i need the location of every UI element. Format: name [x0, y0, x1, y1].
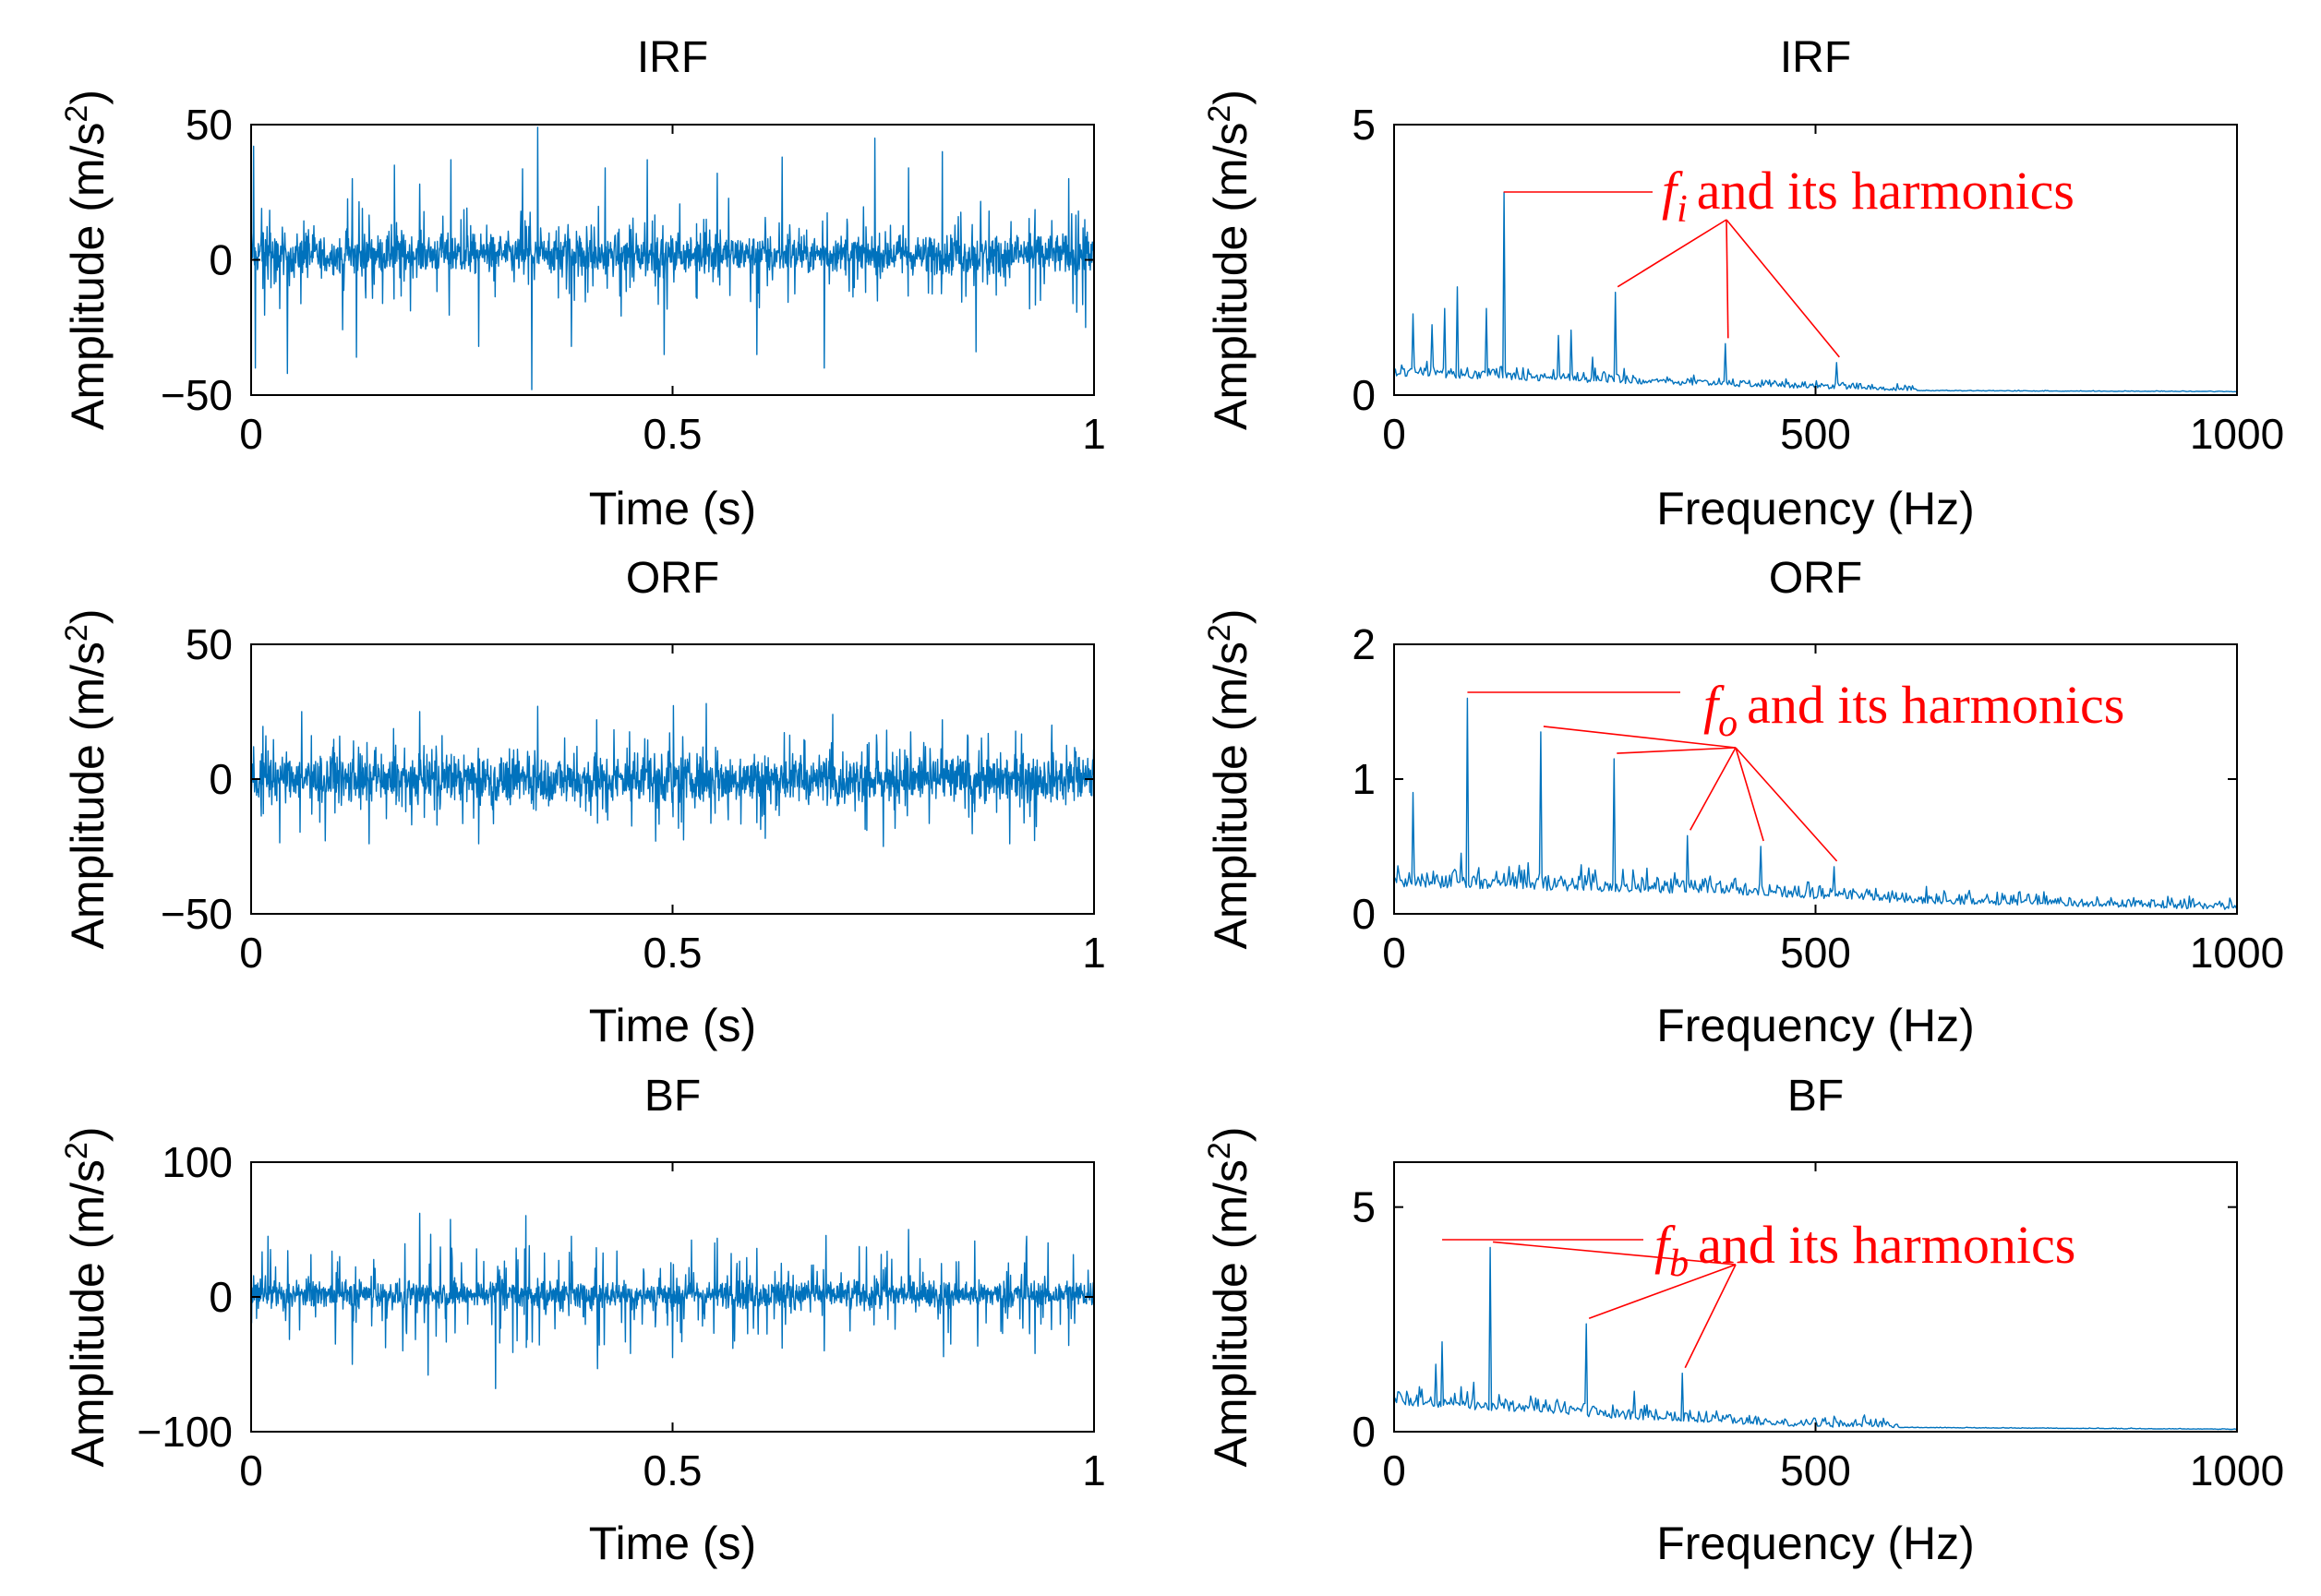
subplot-title: BF	[1787, 1072, 1844, 1121]
x-tick-label: 0	[1382, 410, 1406, 458]
y-tick-label: 100	[162, 1138, 233, 1186]
annotation-leader-line	[1588, 1264, 1737, 1319]
annotation-leader-line	[1726, 219, 1840, 358]
x-tick-label: 1	[1082, 410, 1106, 458]
y-tick-label: 0	[1352, 371, 1376, 419]
x-tick-label: 1000	[2190, 1446, 2284, 1494]
annotation-leader-line	[1684, 1264, 1737, 1369]
x-tick-label: 1	[1082, 1446, 1106, 1494]
annotation-leader-line	[1617, 747, 1737, 754]
x-tick-label: 0	[239, 929, 263, 977]
y-tick-label: 5	[1352, 101, 1376, 149]
harmonics-annotation: fb and its harmonics	[1442, 1215, 2075, 1369]
y-tick-label: 0	[1352, 890, 1376, 938]
y-axis-label: Amplitude (m/s2)	[1202, 1126, 1257, 1467]
x-axis-label: Time (s)	[589, 483, 756, 534]
annotation-leader-line	[1617, 219, 1727, 288]
signal-trace	[250, 126, 1095, 390]
subplot-irf-freq: 0 500 1000 0 5 IRF Frequency (Hz) Amplitude (m/…	[1202, 33, 2284, 534]
x-axis-label: Frequency (Hz)	[1656, 483, 1975, 534]
y-tick-label: 1	[1352, 755, 1376, 803]
signal-trace	[1393, 697, 2239, 910]
y-tick-label: −50	[161, 371, 233, 419]
annotation-leader-line	[1735, 747, 1838, 862]
harmonics-annotation: fo and its harmonics	[1467, 675, 2124, 862]
harmonics-annotation: fi and its harmonics	[1503, 161, 2074, 358]
x-axis-label: Time (s)	[589, 1518, 756, 1569]
x-tick-label: 1000	[2190, 410, 2284, 458]
x-tick-label: 1	[1082, 929, 1106, 977]
subplot-orf-freq: 0 500 1000 0 1 2 ORF Frequency (Hz) Amplitude (m…	[1202, 554, 2284, 1051]
x-tick-label: 0.5	[643, 1446, 703, 1494]
y-tick-label: 0	[209, 236, 233, 284]
annotation-leader-line	[1690, 747, 1737, 831]
x-tick-label: 1000	[2190, 929, 2284, 977]
y-axis-label: Amplitude (m/s2)	[59, 608, 114, 949]
y-tick-label: 50	[186, 620, 233, 668]
y-axis-label: Amplitude (m/s2)	[1202, 608, 1257, 949]
y-tick-label: −100	[137, 1408, 233, 1456]
x-tick-label: 0	[1382, 1446, 1406, 1494]
subplot-title: IRF	[637, 33, 708, 82]
x-tick-label: 0	[1382, 929, 1406, 977]
annotation-leader-line	[1726, 219, 1729, 339]
x-tick-label: 0.5	[643, 929, 703, 977]
signal-trace	[1393, 191, 2238, 393]
x-tick-label: 0	[239, 410, 263, 458]
subplot-title: ORF	[626, 554, 719, 603]
annotation-label: fo and its harmonics	[1703, 675, 2124, 745]
subplot-title: BF	[644, 1072, 701, 1121]
subplot-bf-freq: 0 500 1000 0 5 BF Frequency (Hz) Amplitude (m/s…	[1202, 1072, 2284, 1569]
y-tick-label: 2	[1352, 620, 1376, 668]
y-axis-label: Amplitude (m/s2)	[59, 1126, 114, 1467]
y-tick-label: −50	[161, 890, 233, 938]
subplot-title: IRF	[1780, 33, 1851, 82]
x-tick-label: 0.5	[643, 410, 703, 458]
y-tick-label: 50	[186, 101, 233, 149]
x-tick-label: 500	[1780, 1446, 1851, 1494]
x-axis-label: Frequency (Hz)	[1656, 1518, 1975, 1569]
x-tick-label: 500	[1780, 929, 1851, 977]
annotation-leader-line	[1493, 1241, 1737, 1266]
annotation-leader-line	[1543, 726, 1737, 749]
axes-box	[1393, 1161, 2238, 1433]
x-axis-label: Time (s)	[589, 1000, 756, 1051]
annotation-leader-line	[1735, 747, 1764, 842]
y-axis-label: Amplitude (m/s2)	[1202, 90, 1257, 430]
x-tick-label: 500	[1780, 410, 1851, 458]
y-tick-label: 0	[209, 755, 233, 803]
y-tick-label: 0	[209, 1273, 233, 1321]
y-tick-label: 5	[1352, 1183, 1376, 1231]
x-tick-label: 0	[239, 1446, 263, 1494]
annotation-label: fi and its harmonics	[1662, 161, 2074, 231]
annotation-label: fb and its harmonics	[1654, 1215, 2075, 1285]
signal-trace	[250, 1212, 1095, 1390]
x-axis-label: Frequency (Hz)	[1656, 1000, 1975, 1051]
signal-trace	[1393, 1246, 2238, 1431]
y-axis-label: Amplitude (m/s2)	[59, 90, 114, 430]
y-tick-label: 0	[1352, 1408, 1376, 1456]
signal-trace	[250, 702, 1095, 847]
subplot-title: ORF	[1769, 554, 1862, 603]
